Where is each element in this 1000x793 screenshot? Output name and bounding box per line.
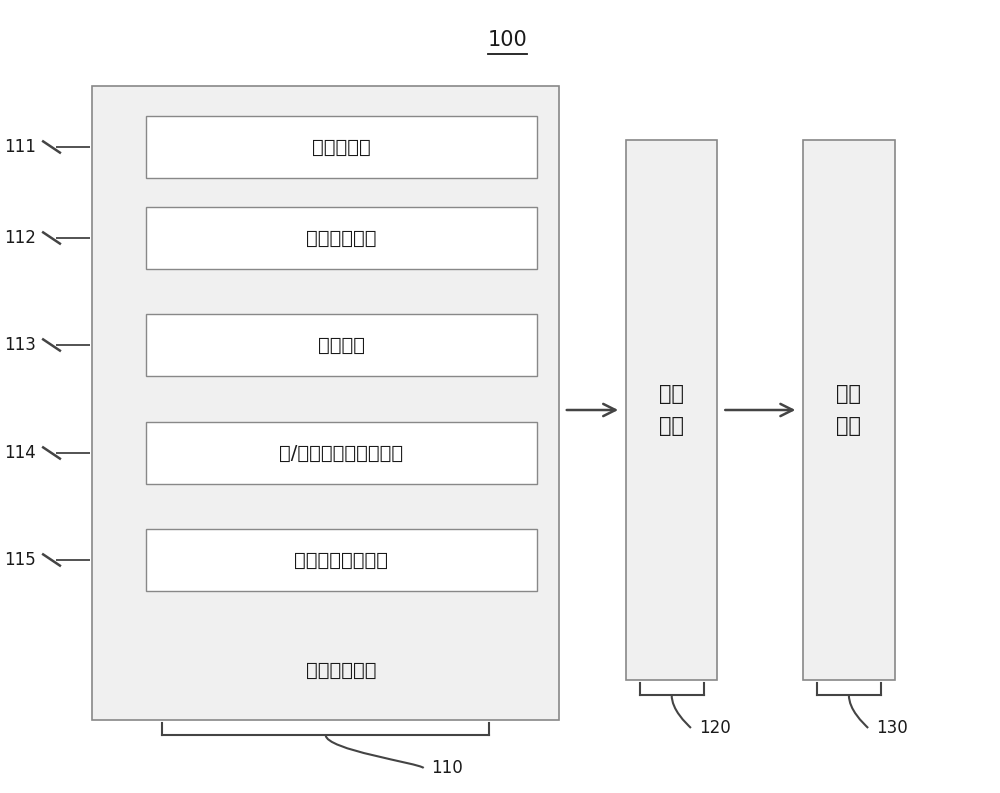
Text: 电源模式信号: 电源模式信号: [306, 228, 377, 247]
Bar: [146, 529, 537, 591]
Text: 转向灯信号: 转向灯信号: [312, 137, 371, 156]
Text: 控制
模块: 控制 模块: [659, 384, 684, 436]
Text: 执行
模块: 执行 模块: [836, 384, 861, 436]
Bar: [146, 116, 537, 178]
Text: 115: 115: [5, 551, 36, 569]
Bar: [92, 86, 559, 720]
Text: 114: 114: [5, 444, 36, 462]
Bar: [803, 140, 895, 680]
Text: 智能联动开关信号: 智能联动开关信号: [294, 550, 388, 569]
Bar: [146, 314, 537, 376]
Bar: [146, 207, 537, 269]
Text: 120: 120: [699, 719, 731, 737]
Text: 前/后雨刮工作状态信号: 前/后雨刮工作状态信号: [279, 443, 403, 462]
Bar: [146, 422, 537, 484]
Text: 112: 112: [4, 229, 36, 247]
Text: 信号收集模块: 信号收集模块: [306, 661, 377, 680]
Text: 130: 130: [876, 719, 908, 737]
Text: 110: 110: [432, 759, 463, 777]
Bar: [626, 140, 717, 680]
Text: 113: 113: [4, 336, 36, 354]
Text: 111: 111: [4, 138, 36, 156]
Text: 100: 100: [488, 30, 528, 50]
Text: 车速信号: 车速信号: [318, 335, 365, 354]
